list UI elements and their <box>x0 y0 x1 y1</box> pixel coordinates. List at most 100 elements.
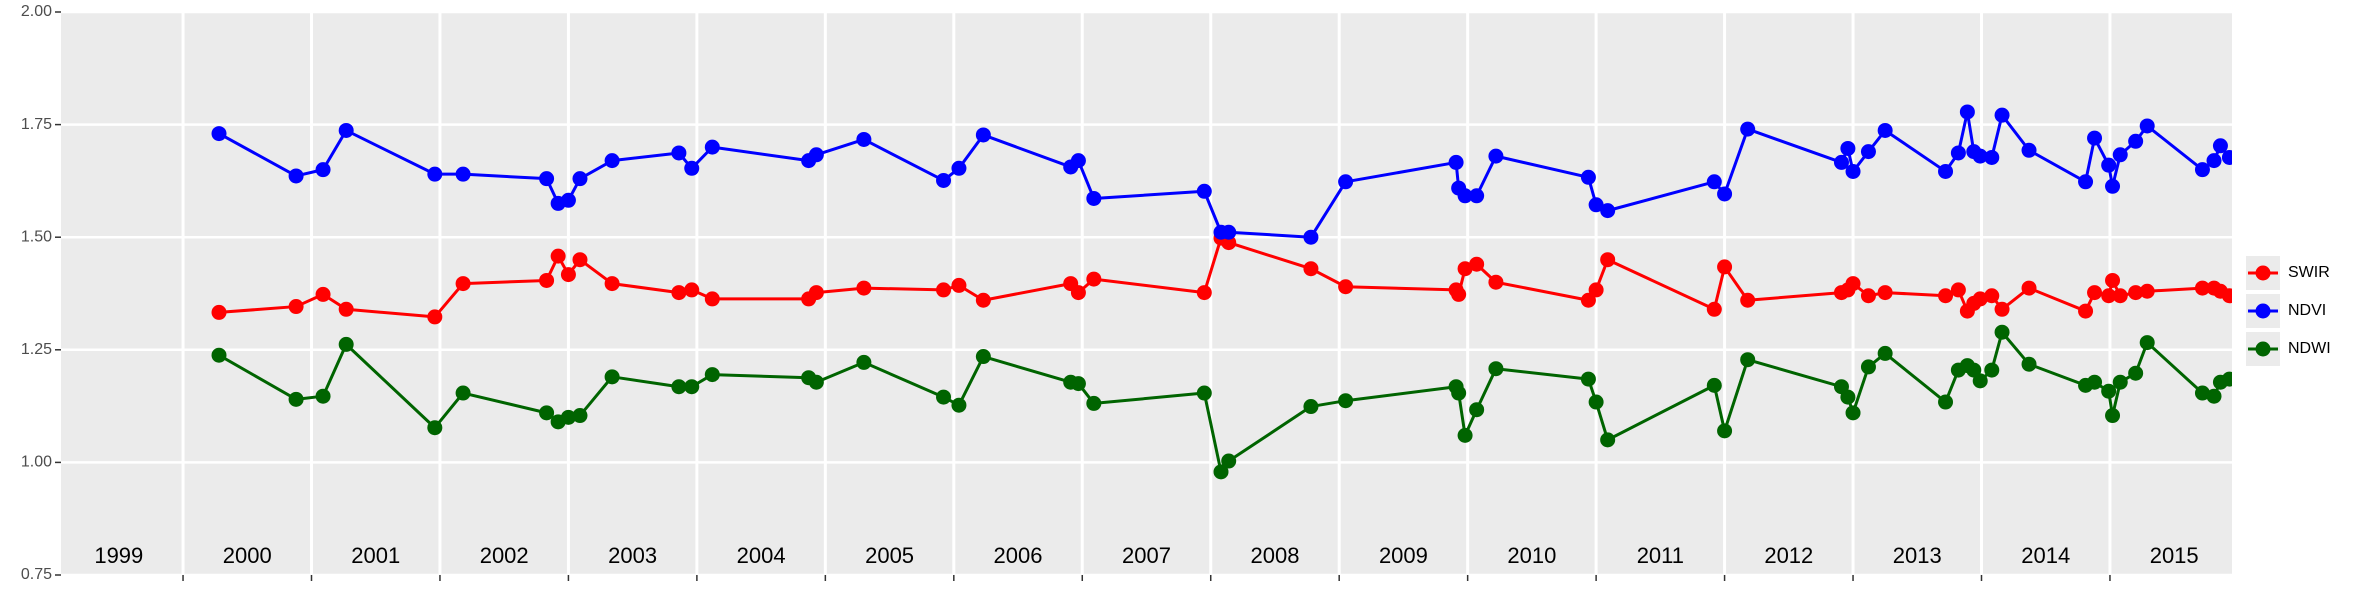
data-point <box>288 391 304 407</box>
data-point <box>704 139 720 155</box>
data-point <box>2087 285 2103 301</box>
data-point <box>2112 374 2128 390</box>
data-point <box>288 168 304 184</box>
data-point <box>1972 291 1988 307</box>
data-point <box>2021 142 2037 158</box>
data-point <box>2206 153 2222 169</box>
data-point <box>1984 362 2000 378</box>
year-label: 2013 <box>1893 543 1942 568</box>
data-point <box>604 153 620 169</box>
data-point <box>2194 162 2210 178</box>
data-point <box>427 309 443 325</box>
data-point <box>1070 153 1086 169</box>
data-point <box>1221 235 1237 251</box>
data-point <box>427 166 443 182</box>
data-point <box>1338 174 1354 190</box>
data-point <box>1451 286 1467 302</box>
data-point <box>1469 256 1485 272</box>
data-point <box>1877 345 1893 361</box>
year-label: 2010 <box>1507 543 1556 568</box>
data-point <box>1717 259 1733 275</box>
data-point <box>550 248 566 264</box>
data-point <box>856 354 872 370</box>
data-point <box>1860 359 1876 375</box>
year-label: 1999 <box>94 543 143 568</box>
year-label: 2011 <box>1637 543 1684 568</box>
data-point <box>1588 282 1604 298</box>
data-point <box>936 282 952 298</box>
data-point <box>1845 163 1861 179</box>
legend-swatch-point <box>2255 303 2271 319</box>
data-point <box>671 379 687 395</box>
data-point <box>2128 285 2144 301</box>
data-point <box>539 272 555 288</box>
data-point <box>211 304 227 320</box>
data-point <box>1488 361 1504 377</box>
legend-label: NDVI <box>2288 302 2326 319</box>
data-point <box>1950 145 1966 161</box>
year-label: 2001 <box>351 543 400 568</box>
data-point <box>1086 190 1102 206</box>
data-point <box>2112 288 2128 304</box>
data-point <box>1221 224 1237 240</box>
data-point <box>2021 280 2037 296</box>
data-point <box>1845 276 1861 292</box>
data-point <box>1303 261 1319 277</box>
data-point <box>1580 371 1596 387</box>
data-point <box>2212 138 2228 154</box>
year-label: 2015 <box>2150 543 2199 568</box>
data-point <box>1070 376 1086 392</box>
data-point <box>1740 121 1756 137</box>
data-point <box>2221 288 2232 304</box>
data-point <box>2101 288 2117 304</box>
year-label: 2003 <box>608 543 657 568</box>
year-label: 2014 <box>2021 543 2070 568</box>
data-point <box>1086 395 1102 411</box>
data-point <box>1994 301 2010 317</box>
data-point <box>975 349 991 365</box>
data-point <box>1600 203 1616 219</box>
data-point <box>315 388 331 404</box>
data-point <box>604 276 620 292</box>
year-label: 2006 <box>994 543 1043 568</box>
data-point <box>572 408 588 424</box>
y-tick-label: 1.75 <box>21 116 52 133</box>
data-point <box>1994 324 2010 340</box>
data-point <box>1580 169 1596 185</box>
data-point <box>2078 174 2094 190</box>
data-point <box>455 276 471 292</box>
data-point <box>704 367 720 383</box>
data-point <box>1457 188 1473 204</box>
data-point <box>1984 149 2000 165</box>
data-point <box>1600 432 1616 448</box>
data-point <box>2105 272 2121 288</box>
data-point <box>1196 385 1212 401</box>
data-point <box>211 347 227 363</box>
data-point <box>539 171 555 187</box>
data-point <box>704 291 720 307</box>
y-tick-label: 1.25 <box>21 341 52 358</box>
data-point <box>1950 282 1966 298</box>
data-point <box>1580 292 1596 308</box>
data-point <box>1488 274 1504 290</box>
data-point <box>1717 186 1733 202</box>
data-point <box>951 397 967 413</box>
data-point <box>1845 405 1861 421</box>
data-point <box>2101 157 2117 173</box>
data-point <box>975 127 991 143</box>
data-point <box>1196 183 1212 199</box>
data-point <box>1972 373 1988 389</box>
data-point <box>1972 148 1988 164</box>
data-point <box>2105 178 2121 194</box>
legend-label: NDWI <box>2288 340 2331 357</box>
year-label: 2002 <box>480 543 529 568</box>
data-point <box>1959 104 1975 120</box>
data-point <box>1860 288 1876 304</box>
legend-swatch-point <box>2255 341 2271 357</box>
data-point <box>211 126 227 142</box>
data-point <box>1588 394 1604 410</box>
data-point <box>2139 283 2155 299</box>
data-point <box>1717 423 1733 439</box>
data-point <box>2087 374 2103 390</box>
data-point <box>1488 148 1504 164</box>
